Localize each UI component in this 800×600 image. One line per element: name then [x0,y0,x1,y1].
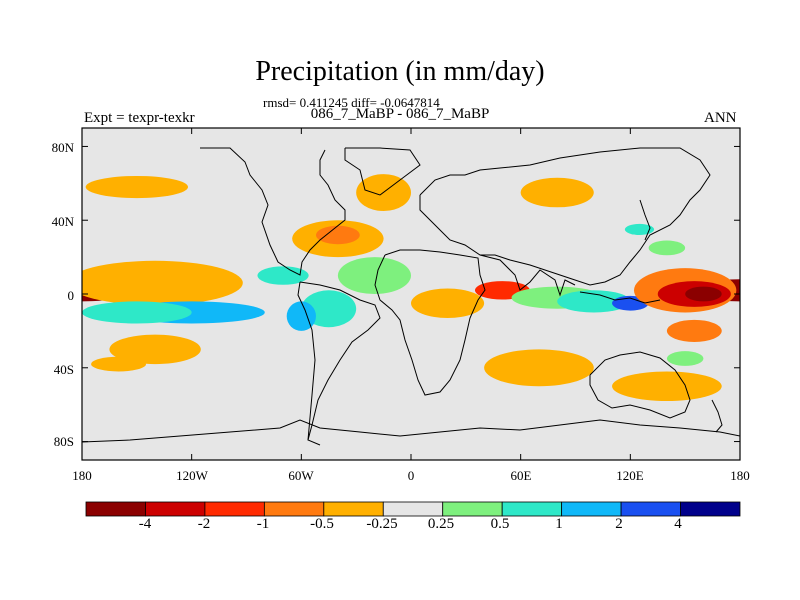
coastline-south-america [299,281,381,446]
lat-label-80n: 80N [51,140,74,155]
lon-label-120w: 120W [176,468,208,483]
anomaly-region [257,266,309,285]
season-label: ANN [704,110,737,126]
colorbar-swatch [145,501,206,517]
coastline-new-zealand [711,399,723,433]
anomaly-region [337,257,412,294]
colorbar-label: -0.25 [366,516,398,532]
experiment-label: Expt = texpr-texkr [84,110,195,126]
colorbar-swatch [204,501,265,517]
lon-label-180e: 180 [730,468,750,483]
anomaly-region [91,356,146,372]
colorbar-label: -0.5 [310,516,334,532]
colorbar-label: -2 [197,516,211,532]
coastline-antarctica [82,419,740,443]
anomaly-region [666,319,722,342]
coastline-japan [639,199,651,241]
coastlines [82,147,740,446]
anomaly-region [109,334,201,365]
anomaly-region [557,290,631,313]
anomaly-region [612,371,722,401]
anomaly-region [411,288,485,318]
lat-label-40s: 40S [53,362,74,377]
anomaly-regions [82,174,740,401]
anomaly-region [82,301,192,324]
colorbar-label: 0.25 [427,516,455,532]
colorbar-swatch [620,501,681,517]
coastline-australia [589,351,691,419]
colorbar [85,501,741,517]
case-label: 086_7_MaBP - 086_7_MaBP [310,106,490,122]
anomaly-region [85,175,189,199]
anomaly-region [82,260,243,306]
coastline-arabia-india [479,254,576,297]
anomaly-region [624,223,655,235]
lon-label-0: 0 [407,468,415,483]
colorbar-swatch [501,501,563,517]
statistics-text: rmsd= 0.411245 diff= -0.0647814 [263,95,440,110]
coastline-greenland [344,147,421,196]
lon-label-60w: 60W [288,468,314,483]
colorbar-label: 2 [615,516,623,532]
anomaly-region [666,351,704,366]
anomaly-region [685,286,722,302]
coastline-africa [374,249,486,396]
colorbar-swatch [323,501,384,517]
lat-label-40n: 40N [51,214,74,229]
colorbar-label: -4 [138,516,152,532]
colorbar-label: 1 [555,516,563,532]
colorbar-swatch [442,501,503,517]
anomaly-region [315,225,360,245]
map-title: Precipitation (in mm/day) [255,56,545,87]
colorbar-swatch [85,501,146,517]
anomaly-region [648,240,686,256]
lon-label-180w: 180 [72,468,92,483]
anomaly-region [286,301,316,331]
lon-label-120e: 120E [616,468,644,483]
axis-ticks [81,128,741,460]
coastline-eurasia [419,147,711,286]
colorbar-swatch [382,501,444,517]
colorbar-swatch [680,501,741,517]
lat-label-80s: 80S [53,434,74,449]
lon-label-60e: 60E [510,468,532,483]
colorbar-swatch [561,501,622,517]
coastline-indonesia [579,291,661,304]
coastline-north-america [200,147,346,276]
colorbar-swatch [263,501,325,517]
colorbar-label: 0.5 [490,516,510,532]
coastline-south-america-west [297,281,316,441]
colorbar-label: -1 [256,516,270,532]
colorbar-label: 4 [674,516,682,532]
anomaly-region [484,349,594,387]
lat-label-0: 0 [67,288,75,303]
anomaly-region [520,177,594,208]
